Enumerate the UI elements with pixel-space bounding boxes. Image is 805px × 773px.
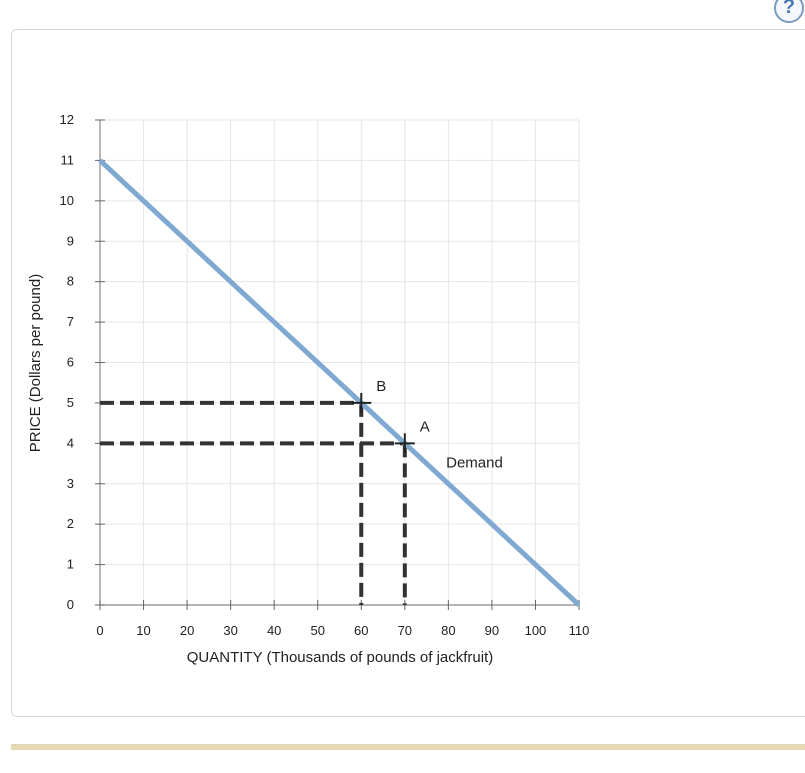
y-tick-label: 3 [67,476,74,491]
bottom-divider [11,744,805,750]
y-tick-label: 11 [61,152,75,167]
y-axis-title: PRICE (Dollars per pound) [27,274,44,452]
x-tick-label: 0 [96,623,103,638]
point-label: B [376,378,386,395]
y-tick-label: 10 [60,193,74,208]
y-tick-label: 9 [67,233,74,248]
x-tick-label: 40 [267,623,281,638]
series [98,158,581,607]
x-tick-label: 100 [525,623,547,638]
x-tick-label: 30 [223,623,237,638]
y-tick-label: 0 [67,597,74,612]
x-axis-title: QUANTITY (Thousands of pounds of jackfru… [187,649,494,666]
x-tick-label: 80 [441,623,455,638]
x-tick-label: 90 [485,623,499,638]
y-tick-label: 7 [67,314,74,329]
labels: Demand B A [376,378,503,472]
y-tick-label: 4 [67,435,74,450]
y-tick-label: 2 [67,516,74,531]
x-tick-label: 70 [398,623,412,638]
y-tick-label: 8 [67,274,74,289]
x-tick-label: 110 [569,623,590,638]
x-tick-label: 60 [354,623,368,638]
y-tick-label: 5 [67,395,74,410]
y-tick-label: 12 [60,112,74,127]
series-label: Demand [446,455,503,472]
y-tick-label: 6 [67,355,74,370]
guide-lines [100,400,407,605]
y-tick-label: 1 [67,557,74,572]
help-button[interactable]: ? [774,0,804,23]
demand-curve [98,158,581,607]
x-tick-label: 50 [310,623,324,638]
grid [100,119,580,605]
point-markers [351,392,415,454]
point-label: A [420,418,430,435]
x-tick-label: 20 [180,623,194,638]
x-tick-label: 10 [136,623,150,638]
